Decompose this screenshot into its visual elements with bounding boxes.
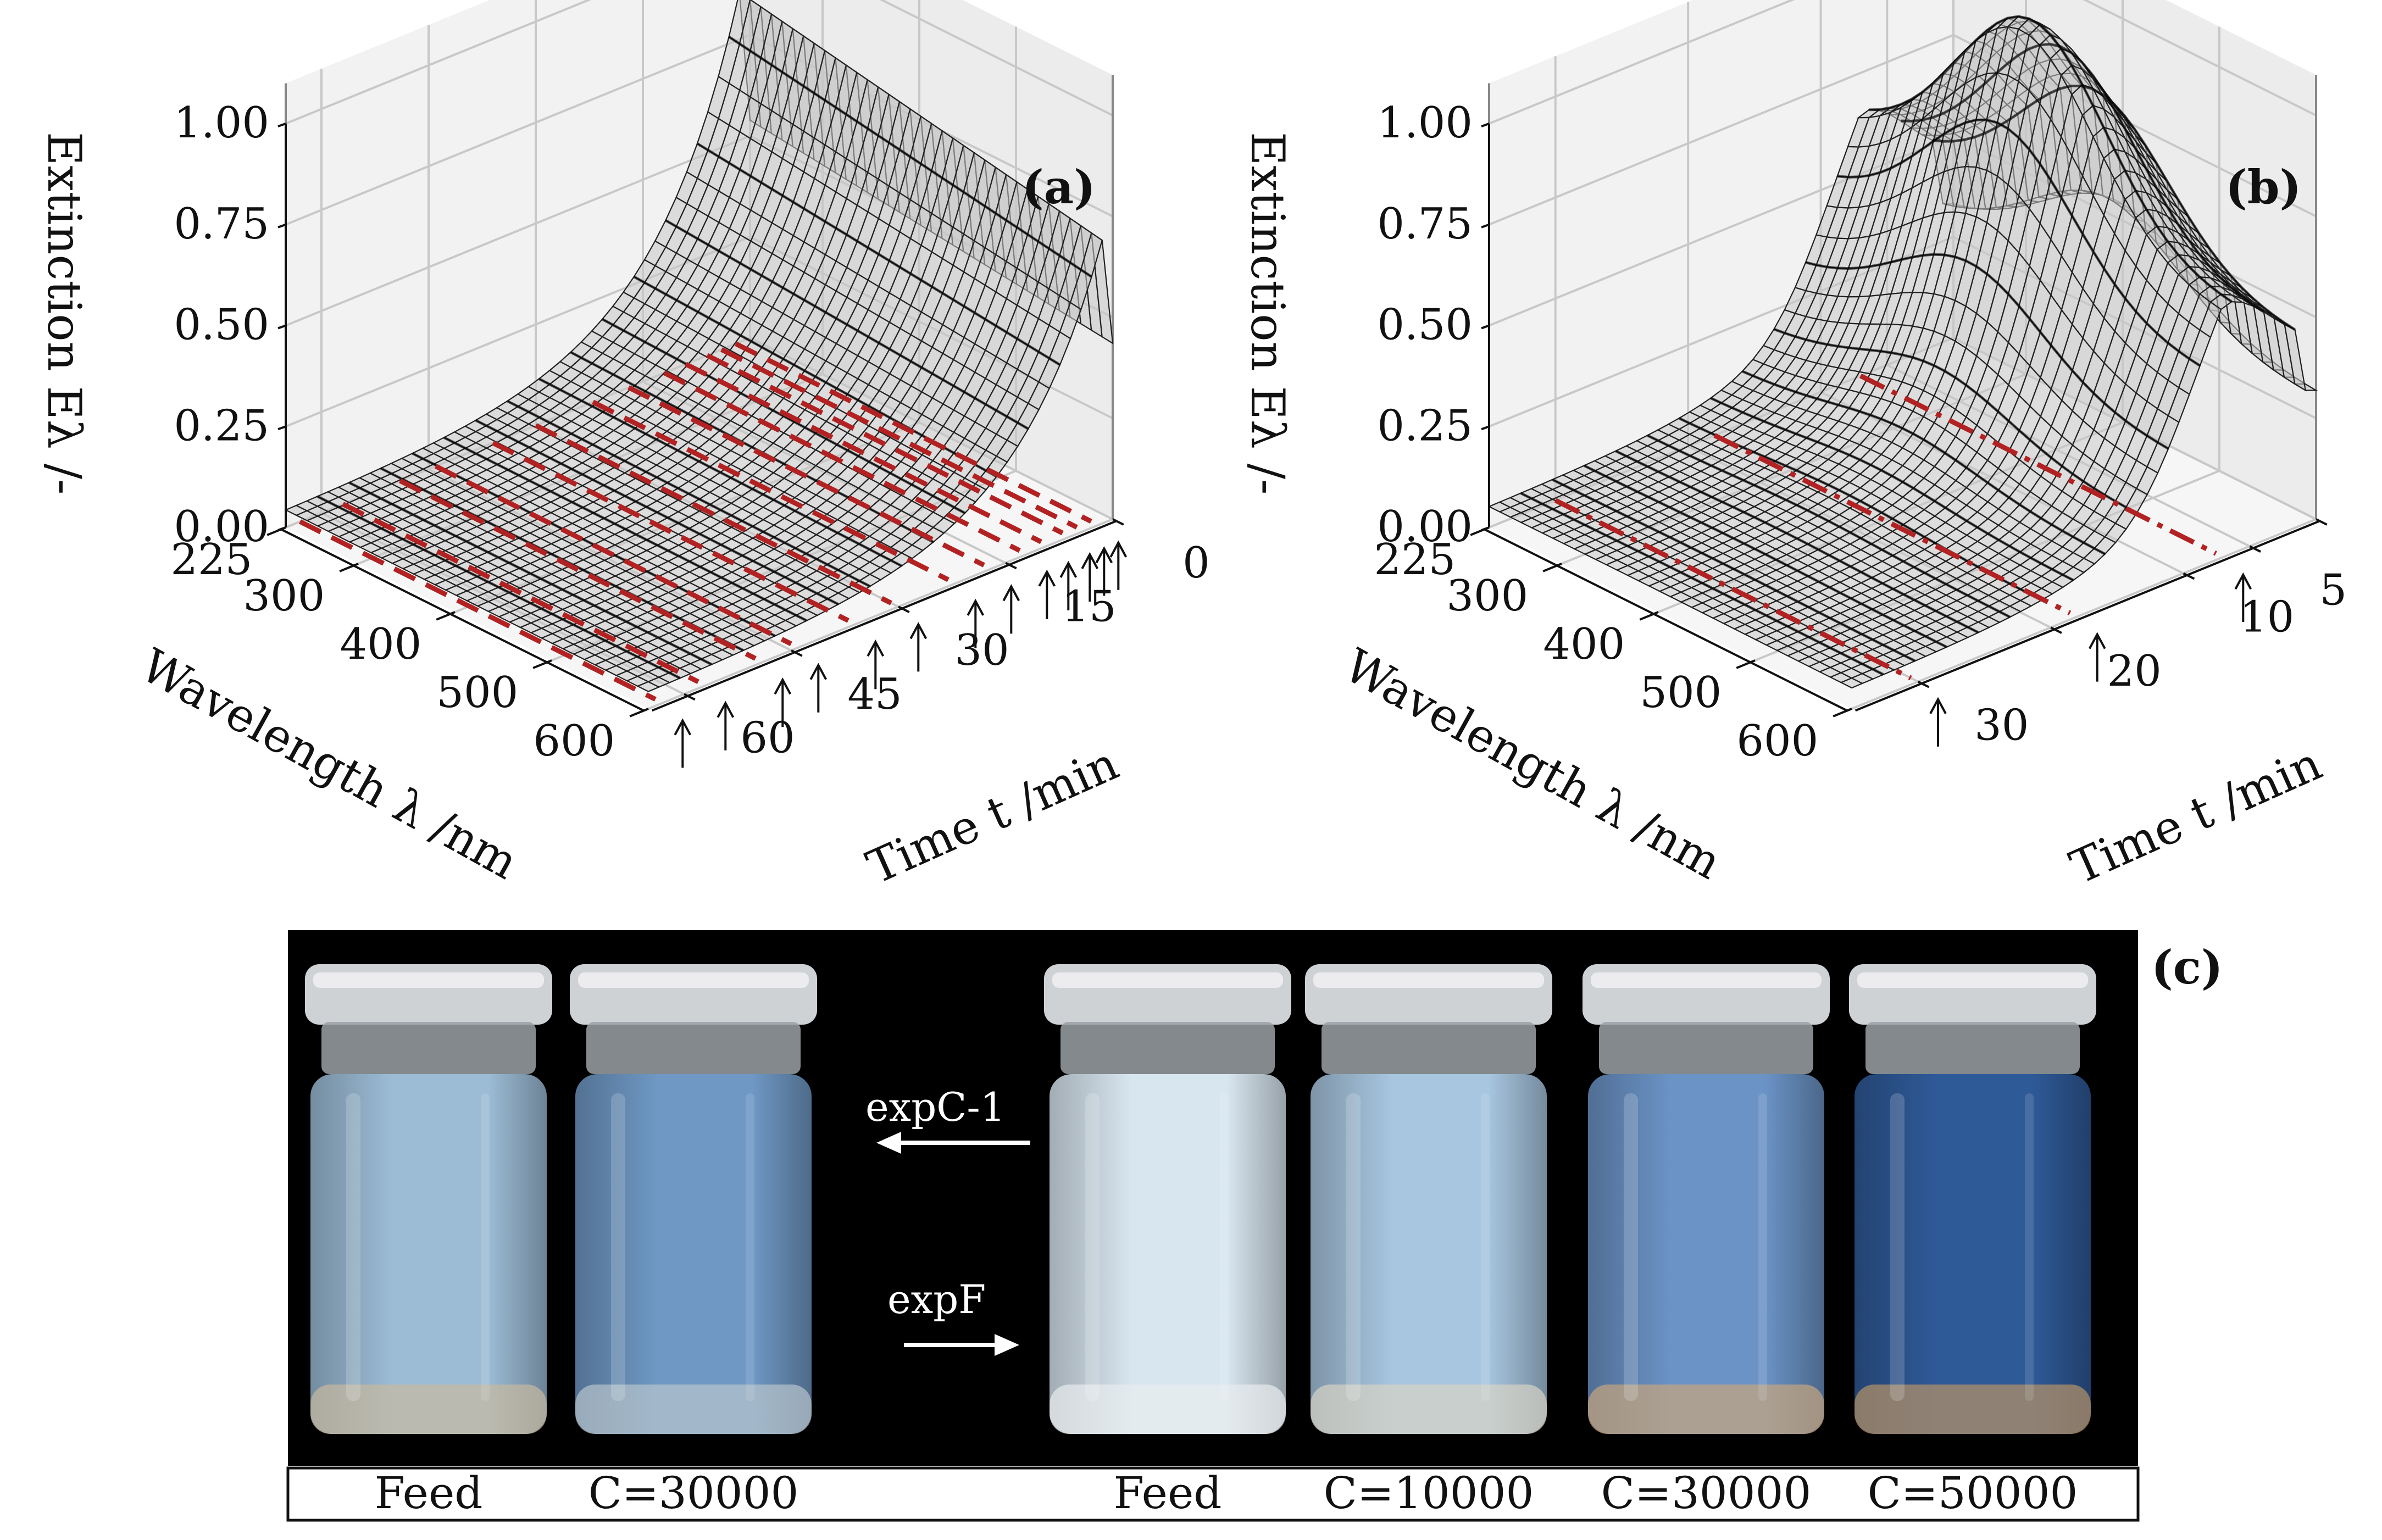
x-tick-label: 225 <box>170 535 252 585</box>
z-tick-label: 0.75 <box>1377 199 1473 249</box>
x-tick-label: 300 <box>243 571 325 621</box>
left-arrow-icon <box>876 1132 1030 1154</box>
z-tick-label: 0.75 <box>174 199 269 249</box>
x-tick-label: 300 <box>1446 571 1528 621</box>
z-tick-label: 1.00 <box>1377 98 1473 148</box>
vial <box>1583 964 1830 1434</box>
right-arrow-icon <box>904 1334 1019 1356</box>
y-ticks-a: 0 15 30 45 60 <box>651 518 1210 763</box>
x-tick-label: 600 <box>1736 716 1818 766</box>
y-axis-label-b: Time t /min <box>2062 736 2329 894</box>
x-tick-label: 500 <box>436 668 518 718</box>
vial <box>1044 964 1291 1434</box>
x-tick-label: 500 <box>1640 668 1722 718</box>
y-tick-label: 30 <box>954 626 1009 675</box>
dashed-lines-a <box>298 341 1092 702</box>
arrow-label-expC-1: expC-1 <box>865 1084 1006 1130</box>
x-tick-label: 225 <box>1374 535 1456 585</box>
vial <box>305 964 552 1434</box>
arrow-label-expF: expF <box>887 1276 986 1322</box>
vial-label: C=50000 <box>1868 1467 2078 1519</box>
surface-b <box>1487 15 2319 689</box>
vials <box>305 964 2096 1434</box>
z-tick-label: 0.25 <box>174 401 269 451</box>
vial-label: Feed <box>374 1467 482 1519</box>
y-tick-label: 5 <box>2319 565 2347 615</box>
vial-photo: expC-1 expF Feed C=30000 Feed C=10000 C=3000… <box>286 930 2223 1522</box>
panel-label-b: (b) <box>2225 160 2301 214</box>
vial <box>570 964 817 1434</box>
vial-labels: Feed C=30000 Feed C=10000 C=30000 C=50000 <box>374 1467 2078 1519</box>
y-tick-label: 15 <box>1062 582 1116 632</box>
z-axis-label-a: Extinction Eλ /- <box>37 132 91 494</box>
vial-label: Feed <box>1113 1467 1221 1519</box>
x-tick-label: 400 <box>340 620 421 669</box>
z-tick-label: 1.00 <box>174 98 269 148</box>
dashed-lines-b <box>1554 373 2217 681</box>
vial-label: C=30000 <box>588 1467 799 1519</box>
vial <box>1305 964 1552 1434</box>
z-axis-label-b: Extinction Eλ /- <box>1241 132 1295 494</box>
z-ticks-b: 1.00 0.75 0.50 0.25 0.00 <box>1377 98 1490 552</box>
vial-label: C=10000 <box>1324 1467 1534 1519</box>
label-strip <box>286 1466 2140 1522</box>
z-tick-label: 0.00 <box>1377 502 1473 552</box>
surface-a <box>284 0 1114 692</box>
z-ticks-a: 1.00 0.75 0.50 0.25 0.00 <box>174 98 287 552</box>
y-tick-label: 60 <box>740 713 795 763</box>
panel-label-c: (c) <box>2151 940 2223 994</box>
z-tick-label: 0.50 <box>174 301 269 350</box>
time-markers-a <box>674 540 1128 768</box>
y-axis-label-a: Time t /min <box>859 736 1126 894</box>
y-tick-label: 20 <box>2107 647 2162 696</box>
vial <box>1849 964 2096 1434</box>
panel-label-a: (a) <box>1022 160 1096 214</box>
y-tick-label: 10 <box>2240 593 2294 642</box>
x-tick-label: 400 <box>1543 620 1625 669</box>
y-tick-label: 45 <box>847 670 902 719</box>
y-tick-label: 0 <box>1182 538 1210 588</box>
vial-label: C=30000 <box>1601 1467 1812 1519</box>
time-markers-b <box>1929 572 2252 747</box>
y-tick-label: 30 <box>1974 701 2029 750</box>
z-tick-label: 0.00 <box>174 502 269 552</box>
z-tick-label: 0.50 <box>1377 301 1473 350</box>
x-tick-label: 600 <box>533 716 615 766</box>
z-tick-label: 0.25 <box>1377 401 1473 451</box>
